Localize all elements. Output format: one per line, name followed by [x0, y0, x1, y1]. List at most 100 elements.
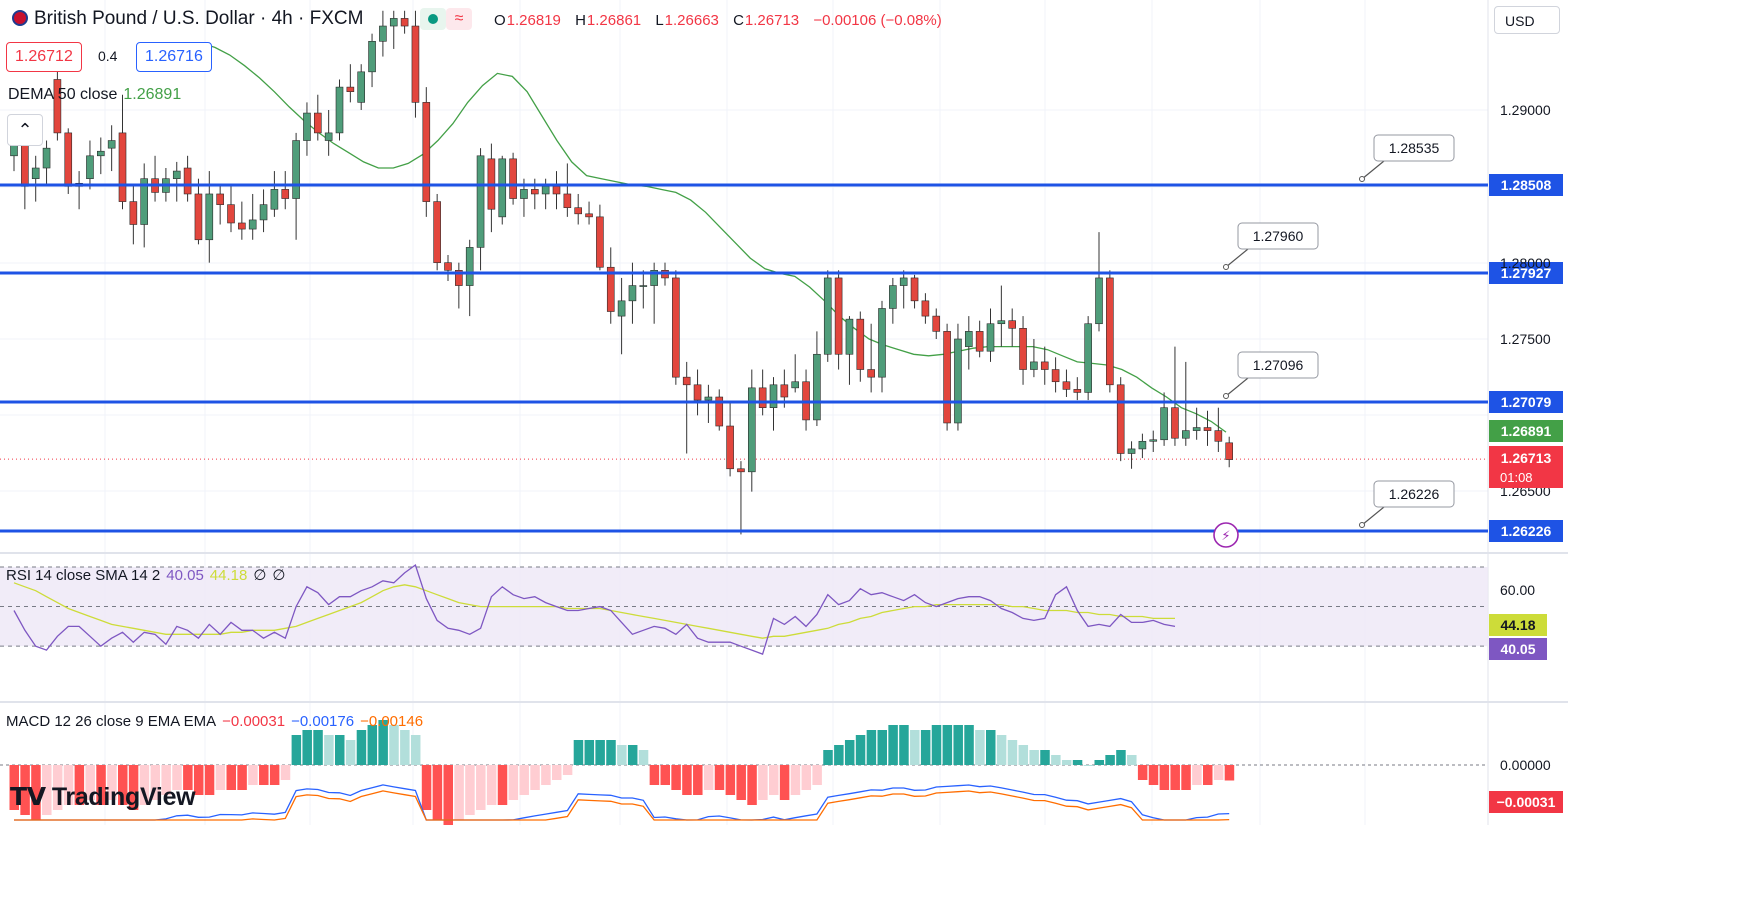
buy-button[interactable]: 1.26716	[136, 42, 212, 72]
macd-histogram-bar	[421, 765, 432, 810]
symbol-title[interactable]: British Pound / U.S. Dollar · 4h · FXCM	[12, 8, 363, 30]
candle-body	[1084, 323, 1092, 393]
callout-anchor	[1223, 264, 1229, 270]
macd-histogram-bar	[714, 765, 725, 790]
macd-histogram-bar	[410, 735, 421, 765]
candle-body	[1192, 427, 1201, 431]
candle-body	[97, 150, 105, 157]
callout-box	[1373, 480, 1455, 508]
candle-body	[889, 285, 897, 309]
macd-histogram-bar	[465, 765, 475, 815]
macd-histogram-bar	[920, 730, 931, 765]
candle-body	[335, 86, 344, 134]
candle-body	[238, 222, 246, 230]
macd-histogram-bar	[953, 725, 963, 765]
candle-body	[964, 331, 973, 347]
macd-histogram-bar	[508, 765, 519, 800]
rsi-sma-legend-value: 44.18	[209, 567, 248, 584]
macd-histogram-bar	[1203, 765, 1213, 785]
callout-connector	[1361, 506, 1385, 526]
dema-line	[199, 42, 1227, 433]
macd-axis-tick: 0.00000	[1500, 757, 1551, 773]
level-price-label: 1.28508	[1501, 177, 1552, 193]
macd-histogram-bar	[866, 730, 877, 765]
high-value: 1.26861	[586, 12, 642, 29]
price-axis-tick: 1.28000	[1500, 255, 1551, 271]
candle-body	[726, 425, 734, 470]
macd-histogram-bar	[96, 765, 106, 805]
candle-body	[650, 269, 658, 286]
horizontal-levels: 1.28535 1.28508 1.27960 1.27927 1.27096 1.270…	[0, 134, 1563, 548]
rsi-line	[13, 563, 1176, 655]
macd-histogram-bar	[552, 765, 562, 780]
callout-label: 1.27096	[1253, 357, 1304, 373]
candle-body	[1203, 427, 1212, 431]
macd-histogram-bar	[476, 765, 486, 810]
macd-histogram-bar	[454, 765, 464, 820]
candle-body	[737, 468, 745, 473]
macd-histogram-bar	[31, 765, 41, 820]
candle-body	[520, 189, 528, 199]
candle-body	[693, 384, 702, 401]
macd-histogram-bar	[855, 735, 866, 765]
candle-body	[574, 207, 583, 215]
candle-body	[129, 201, 138, 225]
macd-legend[interactable]: MACD 12 26 close 9 EMA EMA −0.00031 −0.001…	[6, 713, 423, 730]
macd-histogram-bar	[541, 765, 551, 785]
candle-body	[1019, 328, 1027, 370]
candle-body	[552, 186, 561, 195]
candle-body	[617, 300, 626, 317]
candle-body	[259, 204, 268, 221]
tradingview-logo[interactable]: 𝗧𝗩 TradingView	[10, 782, 196, 812]
callout-label: 1.26226	[1389, 486, 1440, 502]
macd-histogram-bar	[193, 765, 204, 795]
bar-countdown-label: 01:08	[1500, 470, 1533, 485]
macd-histogram-bar	[975, 730, 985, 765]
macd-histogram-bar	[432, 765, 443, 820]
dema-legend[interactable]: DEMA 50 close 1.26891	[8, 86, 181, 104]
rsi-tag-label: 40.05	[1500, 641, 1535, 657]
macd-histogram-bar	[844, 740, 855, 765]
candle-body	[704, 396, 713, 401]
market-open-status-icon[interactable]	[420, 8, 446, 30]
level-price-label: 1.27079	[1501, 394, 1552, 410]
macd-histogram-bar	[1127, 755, 1137, 765]
candle-body	[1051, 369, 1060, 383]
macd-hist-tag	[1489, 791, 1563, 813]
macd-histogram-bar	[649, 765, 660, 785]
candle-body	[672, 277, 680, 378]
candle-body	[747, 387, 756, 473]
candle-body	[1073, 389, 1082, 393]
macd-histogram-bar	[910, 730, 920, 765]
wave-icon[interactable]: ≈	[446, 8, 472, 30]
candle-body	[389, 18, 398, 27]
candle-body	[791, 381, 800, 389]
currency-selector[interactable]: USD	[1494, 6, 1560, 34]
macd-histogram-bar	[1040, 750, 1050, 765]
macd-histogram-bar	[671, 765, 681, 790]
candle-body	[324, 132, 333, 141]
macd-histogram-bar	[986, 730, 996, 765]
macd-histogram-bar	[834, 745, 844, 765]
candle-body	[639, 285, 648, 287]
macd-histogram-bar	[1061, 760, 1072, 765]
candle-body	[205, 193, 214, 241]
candle-body	[183, 167, 192, 195]
collapse-legend-button[interactable]: ⌃	[7, 114, 43, 146]
candle-body	[1160, 407, 1168, 441]
macd-histogram-bar	[823, 750, 833, 765]
macd-legend-label: MACD 12 26 close 9 EMA EMA	[6, 713, 217, 730]
rsi-legend[interactable]: RSI 14 close SMA 14 2 40.05 44.18 ∅ ∅	[6, 566, 286, 584]
macd-histogram-bar	[52, 765, 63, 810]
callout-connector	[1225, 377, 1249, 397]
sell-button[interactable]: 1.26712	[6, 42, 82, 72]
candle-body	[845, 318, 854, 355]
candle-body	[530, 189, 539, 195]
callout-label: 1.27960	[1253, 228, 1304, 244]
candle-body	[422, 102, 431, 202]
candle-body	[216, 193, 224, 205]
macd-histogram-bar	[931, 725, 942, 765]
candle-body	[682, 376, 691, 386]
level-price-label: 1.26226	[1501, 523, 1552, 539]
